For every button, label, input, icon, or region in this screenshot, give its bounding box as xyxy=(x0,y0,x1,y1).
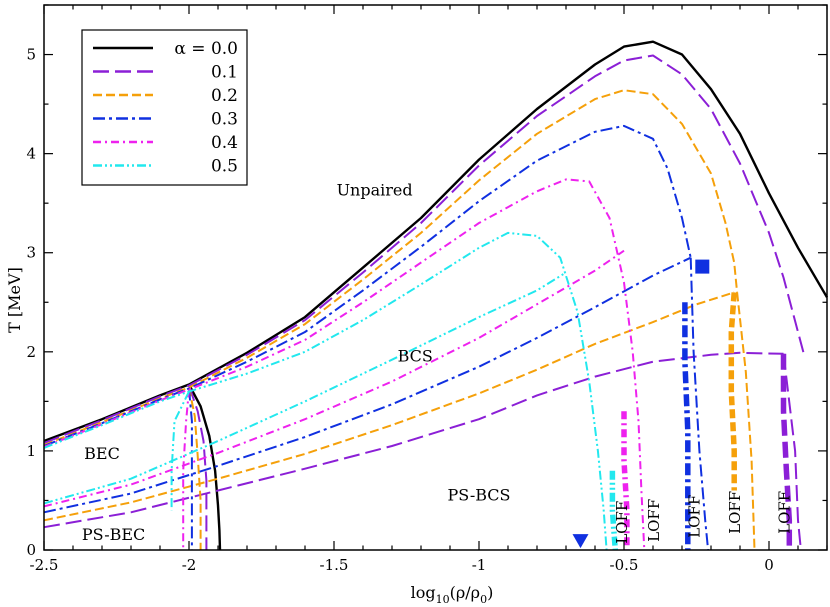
series-2-upper-line xyxy=(43,89,739,446)
region-label: BEC xyxy=(84,444,120,463)
region-label: PS-BCS xyxy=(448,485,511,504)
series-1-loff-boundary xyxy=(780,353,793,550)
series-5-lower-line xyxy=(43,271,567,505)
series-4-lower-line xyxy=(43,249,625,508)
y-tick-label: 1 xyxy=(26,442,36,460)
series-5-upper-line xyxy=(43,231,608,551)
series-1-tail-line xyxy=(782,353,802,551)
x-tick-label: -0.5 xyxy=(610,556,639,574)
loff-label: LOFF xyxy=(685,495,703,538)
x-axis-label: log10(ρ/ρ0) xyxy=(411,583,494,606)
x-tick-label: -1.5 xyxy=(320,556,349,574)
region-label: Unpaired xyxy=(337,180,413,199)
legend-label: 0.5 xyxy=(211,157,238,177)
x-tick-label: 0 xyxy=(764,556,774,574)
series-3-inner-line xyxy=(188,388,193,550)
y-axis-label: T [MeV] xyxy=(5,267,24,333)
legend-box xyxy=(81,29,248,186)
legend-entries: α = 0.0 0.1 0.2 0.3 0.4 0.5 xyxy=(93,39,238,177)
legend-label: 0.3 xyxy=(211,110,238,130)
y-tick-label: 3 xyxy=(26,244,36,262)
loff-label: LOFF xyxy=(726,491,744,534)
series-2-loff-boundary xyxy=(728,292,737,491)
region-label: BCS xyxy=(398,347,433,366)
series-5-loff-boundary xyxy=(609,470,619,551)
legend-label: 0.2 xyxy=(211,86,238,106)
loff-label: LOFF xyxy=(775,491,793,534)
axes-layer: -2.5 -2 -1.5 -1 -0.5 0 0 1 2 3 4 5 xyxy=(26,4,828,574)
series-layer xyxy=(43,40,829,551)
triangle-down-marker xyxy=(572,534,589,549)
y-tick-label: 5 xyxy=(26,46,36,64)
series-4-inner-line xyxy=(182,389,190,550)
series-1-inner-line xyxy=(188,385,208,550)
series-2-inner-line xyxy=(188,387,202,550)
legend: α = 0.0 0.1 0.2 0.3 0.4 0.5 xyxy=(81,29,248,186)
legend-label: 0.1 xyxy=(211,63,238,83)
legend-label: α = 0.0 xyxy=(174,39,238,59)
x-tick-label: -2 xyxy=(182,556,197,574)
series-3-loff-boundary xyxy=(682,302,691,550)
plot-frame xyxy=(43,4,828,551)
series-2-tail-line xyxy=(736,292,756,551)
legend-label: 0.4 xyxy=(211,133,238,153)
series-1-upper-line xyxy=(43,54,805,444)
series-3-tail-line xyxy=(689,257,710,551)
y-tick-label: 2 xyxy=(26,343,36,361)
square-marker xyxy=(695,259,710,274)
y-tick-label: 4 xyxy=(26,145,36,163)
series-2-lower-line xyxy=(43,291,735,522)
y-tick-label: 0 xyxy=(26,541,36,559)
series-3-lower-line xyxy=(43,256,692,514)
series-3-upper-line xyxy=(43,124,692,447)
loff-label: LOFF xyxy=(645,499,663,542)
region-label: PS-BEC xyxy=(82,525,145,544)
x-tick-label: -2.5 xyxy=(30,556,59,574)
series-4-upper-line xyxy=(43,178,646,551)
labels-layer: Unpaired BCS BEC PS-BCS PS-BEC LOFF LOFF LOFF LO… xyxy=(82,180,793,544)
series-5-inner-line xyxy=(170,391,190,511)
loff-label: LOFF xyxy=(613,501,631,544)
series-4-loff-boundary xyxy=(621,411,630,550)
series-0-inner-line xyxy=(187,383,222,551)
series-1-lower-line xyxy=(43,351,784,529)
x-tick-label: -1 xyxy=(472,556,487,574)
